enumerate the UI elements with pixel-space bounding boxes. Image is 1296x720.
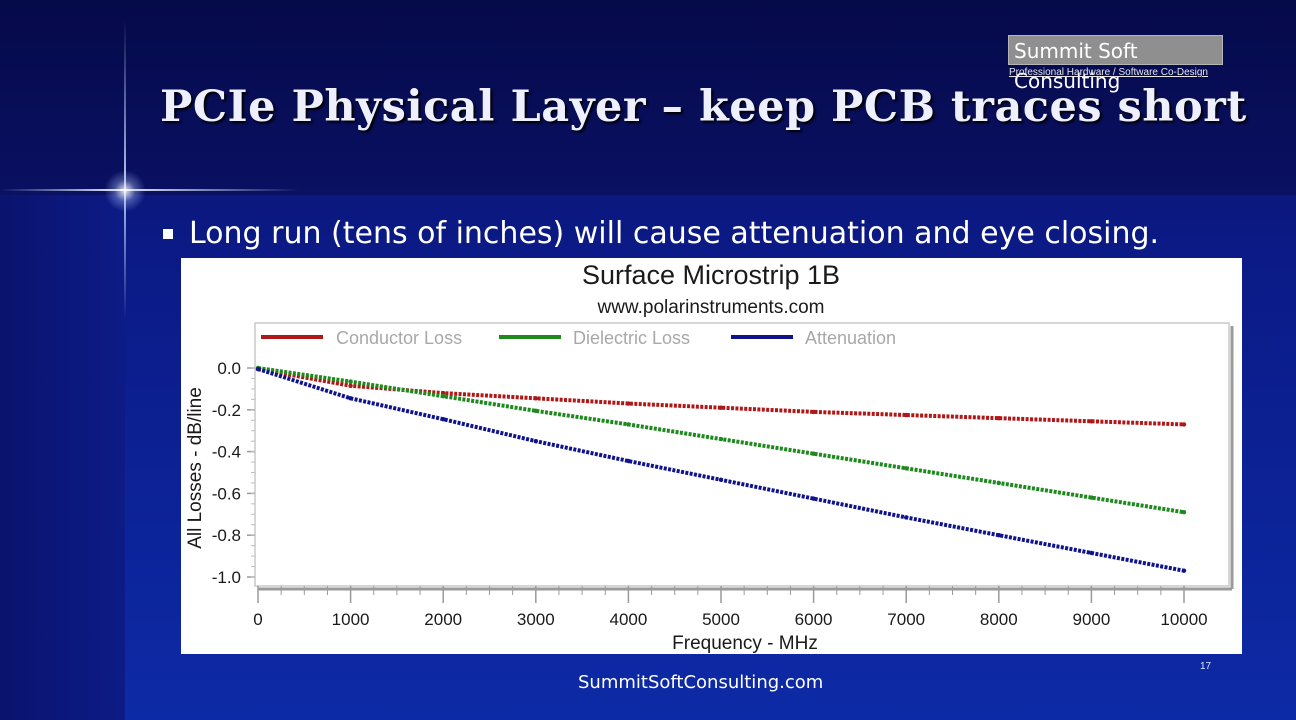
y-tick-label: -0.2 (212, 401, 241, 420)
data-point (348, 379, 353, 384)
data-point (626, 422, 631, 427)
slide-title: PCIe Physical Layer – keep PCB traces sh… (160, 82, 1247, 132)
x-tick-label: 1000 (332, 610, 370, 629)
x-tick-label: 2000 (424, 610, 462, 629)
y-tick-label: -0.4 (212, 443, 241, 462)
chart-subtitle: www.polarinstruments.com (596, 297, 824, 318)
y-tick-label: 0.0 (217, 359, 241, 378)
legend-label-dielectric: Dielectric Loss (573, 328, 690, 348)
decor-star-glow (104, 170, 146, 212)
y-tick-label: -0.8 (212, 526, 241, 545)
data-point (441, 417, 446, 422)
data-point (255, 366, 261, 372)
x-tick-label: 9000 (1072, 610, 1110, 629)
x-tick-label: 5000 (702, 610, 740, 629)
data-point (811, 451, 816, 456)
data-point (533, 396, 538, 401)
x-axis-label: Frequency - MHz (672, 633, 818, 654)
x-tick-label: 10000 (1160, 610, 1207, 629)
data-point (811, 496, 816, 501)
legend: Conductor Loss Dielectric Loss Attenuati… (261, 328, 896, 348)
x-axis-ticks: 0 1000 2000 3000 4000 5000 6000 7000 8000 9000 100… (253, 586, 1208, 629)
legend-label-conductor: Conductor Loss (336, 328, 462, 348)
data-point (1181, 568, 1187, 573)
footer-website: SummitSoftConsulting.com (578, 672, 824, 693)
data-point (348, 383, 353, 388)
data-point (718, 436, 724, 442)
x-tick-label: 7000 (887, 610, 925, 629)
y-tick-label: -0.6 (212, 484, 241, 503)
chart-container: Surface Microstrip 1B www.polarinstrumen… (181, 258, 1242, 654)
decor-horizontal-line (0, 189, 300, 191)
data-point (1089, 550, 1094, 556)
x-tick-label: 4000 (609, 610, 647, 629)
header-band (0, 0, 1296, 195)
plot-area (254, 322, 1230, 587)
data-point (441, 394, 446, 399)
data-point (1089, 419, 1094, 424)
bullet-text: Long run (tens of inches) will cause att… (189, 216, 1160, 251)
y-axis-label: All Losses - dB/line (185, 387, 206, 549)
x-tick-label: 3000 (517, 610, 555, 629)
chart-title: Surface Microstrip 1B (582, 260, 840, 290)
y-axis-ticks: 0.0 -0.2 -0.4 -0.6 -0.8 -1.0 (212, 359, 255, 587)
series-layer (255, 365, 1187, 573)
data-point (348, 396, 353, 401)
x-tick-label: 6000 (795, 610, 833, 629)
data-point (996, 480, 1001, 486)
data-point (811, 409, 816, 415)
data-point (718, 477, 724, 483)
left-band (0, 195, 125, 720)
data-point (904, 412, 909, 418)
y-tick-label: -1.0 (212, 568, 241, 587)
x-tick-label: 8000 (980, 610, 1018, 629)
legend-label-attenuation: Attenuation (805, 328, 896, 348)
data-point (626, 401, 631, 406)
data-point (904, 466, 909, 471)
x-tick-label: 0 (253, 610, 262, 629)
data-point (718, 405, 724, 410)
data-point (533, 438, 538, 444)
data-point (1089, 495, 1094, 500)
bullet-square-icon (163, 229, 173, 239)
data-point (904, 515, 909, 520)
data-point (996, 533, 1001, 538)
data-point (533, 408, 538, 414)
data-point (1181, 422, 1187, 427)
data-point (996, 415, 1001, 421)
loss-chart: Surface Microstrip 1B www.polarinstrumen… (185, 260, 1234, 654)
logo-tagline: Professional Hardware / Software Co-Desi… (1009, 67, 1208, 78)
page-number: 17 (1200, 661, 1212, 672)
data-point (626, 458, 631, 464)
company-logo: Summit Soft Consulting (1008, 35, 1223, 93)
data-point (1181, 510, 1187, 515)
